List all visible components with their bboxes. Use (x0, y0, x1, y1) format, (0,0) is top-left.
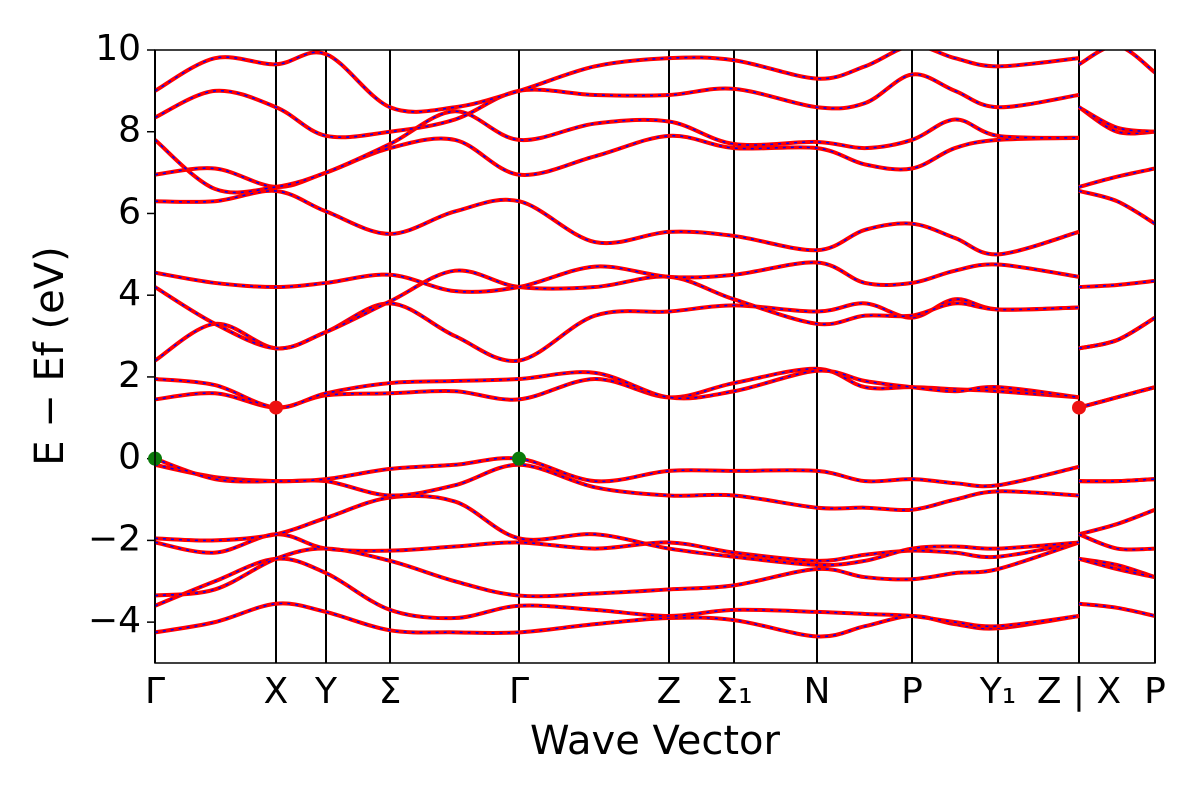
y-tick-label: −2 (88, 518, 141, 559)
band-line-dashed (155, 369, 1155, 409)
band-line (155, 188, 1155, 257)
y-tick-label: 6 (118, 191, 141, 232)
band-line-dashed (155, 457, 1155, 487)
y-tick-label: 8 (118, 110, 141, 151)
x-tick-label: P (1144, 671, 1166, 712)
band-line (155, 540, 1155, 599)
x-tick-label: Γ (509, 671, 529, 712)
extremum-point (1072, 400, 1086, 415)
band-line (155, 507, 1155, 563)
band-line-dashed (155, 135, 1155, 188)
band-line-dashed (155, 50, 1155, 113)
y-tick-label: 10 (95, 28, 141, 69)
band-line-dashed (155, 73, 1155, 139)
x-tick-label: N (804, 671, 831, 712)
x-tick-label: P (901, 671, 923, 712)
x-tick-label: Σ (379, 671, 402, 712)
y-axis-label: E − Ef (eV) (27, 246, 73, 465)
y-tick-label: 4 (118, 273, 141, 314)
x-tick-label: X (264, 671, 289, 712)
band-line-dashed (155, 541, 1155, 598)
band-line-dashed (155, 190, 1155, 256)
x-tick-label: Γ (145, 671, 165, 712)
band-line (155, 50, 1155, 114)
band-line-dashed (155, 106, 1155, 194)
band-line-dashed (155, 269, 1155, 350)
band-line-dashed (155, 261, 1155, 293)
extremum-point (512, 451, 526, 466)
x-tick-label: Y (314, 671, 338, 712)
x-tick-label: Z | X (1037, 671, 1121, 712)
y-tick-label: 2 (118, 355, 141, 396)
band-line (155, 368, 1155, 410)
extremum-point (269, 400, 283, 415)
x-axis-label: Wave Vector (530, 718, 781, 764)
y-tick-label: −4 (88, 600, 141, 641)
y-tick-label: 0 (118, 437, 141, 478)
plot-frame (154, 49, 1156, 664)
x-tick-label: Y₁ (979, 671, 1016, 712)
band-line-dashed (155, 495, 1155, 566)
x-tick-label: Σ₁ (715, 671, 752, 712)
band-line (155, 601, 1155, 639)
band-line (155, 72, 1155, 140)
x-tick-label: Z (657, 671, 682, 712)
band-line-dashed (155, 509, 1155, 562)
bands (155, 50, 1155, 639)
band-line (155, 456, 1155, 489)
